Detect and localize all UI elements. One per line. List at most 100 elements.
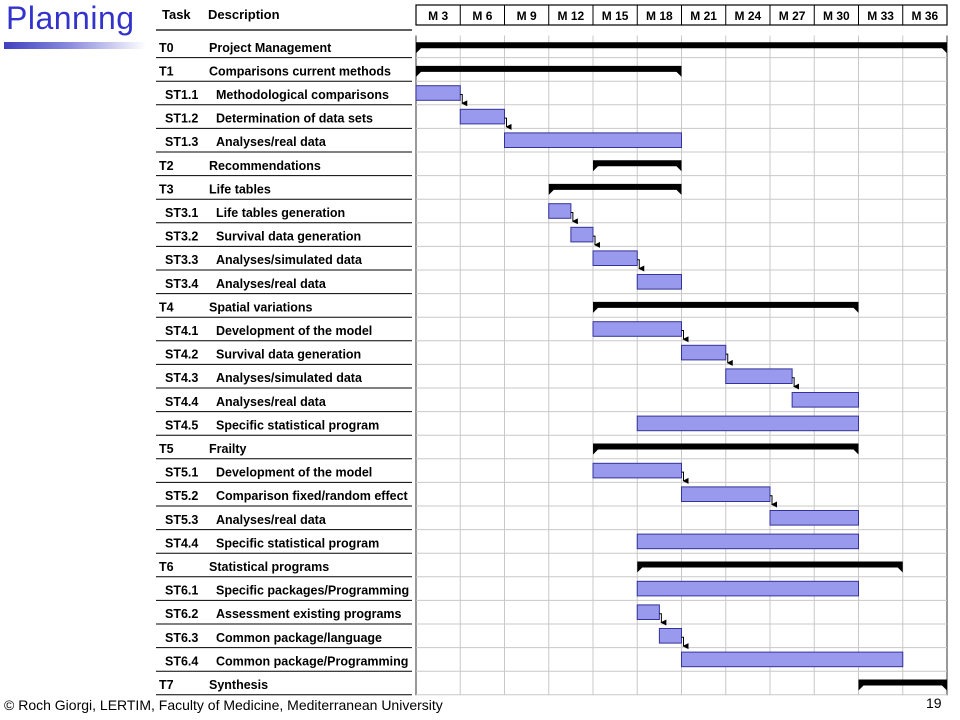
summary-bar — [593, 160, 682, 172]
task-description: Analyses/real data — [216, 277, 327, 291]
column-header-task: Task — [162, 7, 191, 22]
task-bar — [681, 486, 771, 502]
task-id: T4 — [159, 300, 174, 314]
month-label: M 6 — [472, 9, 492, 23]
month-label: M 24 — [735, 9, 762, 23]
task-description: Comparison fixed/random effect — [216, 489, 409, 503]
task-description: Determination of data sets — [216, 112, 373, 126]
task-id: ST6.3 — [165, 631, 198, 645]
task-bar — [636, 415, 859, 432]
task-bar — [548, 203, 572, 219]
task-description: Development of the model — [216, 466, 372, 480]
task-description: Analyses/real data — [216, 395, 327, 409]
dependency-arrow — [659, 613, 667, 626]
dependency-arrow — [504, 117, 512, 130]
task-description: Analyses/simulated data — [216, 371, 363, 385]
summary-bar — [548, 183, 682, 195]
task-id: ST4.4 — [165, 395, 198, 409]
task-id: ST5.3 — [165, 513, 198, 527]
month-label: M 21 — [690, 9, 717, 23]
task-description: Assessment existing programs — [216, 607, 402, 621]
task-bar — [504, 132, 682, 148]
task-id: ST6.4 — [165, 654, 198, 668]
dependency-arrow — [637, 259, 645, 272]
task-description: Recommendations — [209, 159, 321, 173]
task-bar — [681, 651, 904, 668]
task-description: Methodological comparisons — [216, 88, 389, 102]
task-bar — [592, 250, 638, 266]
task-id: ST4.5 — [165, 418, 198, 432]
task-description: Analyses/real data — [216, 513, 327, 527]
title-underline — [4, 42, 146, 49]
task-description: Development of the model — [216, 324, 372, 338]
task-description: Life tables generation — [216, 206, 345, 220]
task-description: Specific statistical program — [216, 536, 379, 550]
task-bar — [592, 321, 682, 337]
task-bar — [592, 462, 682, 479]
dependency-arrow — [725, 353, 733, 366]
task-id: ST5.1 — [165, 466, 198, 480]
task-description: Analyses/real data — [216, 135, 327, 149]
task-id: T5 — [159, 442, 174, 456]
task-id: T7 — [159, 678, 174, 692]
task-id: ST3.2 — [165, 230, 198, 244]
task-bar — [681, 344, 727, 361]
task-bar — [769, 510, 859, 526]
task-id: ST6.1 — [165, 584, 198, 598]
task-description: Survival data generation — [216, 230, 361, 244]
task-bar — [636, 580, 859, 597]
task-description: Frailty — [209, 442, 247, 456]
dependency-arrow — [792, 377, 800, 390]
task-bar — [658, 628, 682, 644]
task-description: Specific statistical program — [216, 418, 379, 432]
dependency-arrow — [593, 235, 600, 248]
task-description: Project Management — [209, 41, 332, 55]
month-label: M 3 — [428, 9, 448, 23]
summary-bar — [858, 679, 947, 691]
summary-bar — [637, 561, 903, 573]
task-id: ST6.2 — [165, 607, 198, 621]
slide-title: Planning — [6, 0, 135, 36]
summary-bar — [416, 65, 682, 77]
task-id: T0 — [159, 41, 174, 55]
month-label: M 18 — [646, 9, 673, 23]
task-description: Survival data generation — [216, 348, 361, 362]
task-description: Life tables — [209, 182, 271, 196]
task-id: T2 — [159, 159, 174, 173]
dependency-arrow — [681, 471, 689, 484]
month-label: M 12 — [558, 9, 585, 23]
summary-bar — [593, 443, 859, 455]
column-header-description: Description — [208, 7, 280, 22]
dependency-arrow — [570, 212, 578, 225]
page-number: 19 — [926, 695, 942, 711]
summary-bar — [416, 42, 947, 54]
task-description: Common package/language — [216, 631, 382, 645]
task-description: Statistical programs — [209, 560, 329, 574]
task-id: ST3.3 — [165, 253, 198, 267]
task-description: Common package/Programming — [216, 654, 408, 668]
task-id: ST4.4 — [165, 536, 198, 550]
task-id: ST1.3 — [165, 135, 198, 149]
task-id: T1 — [159, 64, 174, 78]
footer-credit: © Roch Giorgi, LERTIM, Faculty of Medici… — [4, 697, 443, 713]
task-description: Comparisons current methods — [209, 64, 391, 78]
month-label: M 9 — [517, 9, 537, 23]
task-description: Synthesis — [209, 678, 268, 692]
task-id: ST1.2 — [165, 112, 198, 126]
task-bar — [636, 604, 660, 621]
task-bar — [725, 368, 793, 384]
task-bar — [636, 274, 682, 290]
task-description: Specific packages/Programming — [216, 584, 409, 598]
task-id: ST4.2 — [165, 348, 198, 362]
task-bar — [415, 85, 461, 101]
task-bar — [791, 392, 859, 408]
dependency-arrow — [460, 94, 468, 107]
task-id: T6 — [159, 560, 174, 574]
task-bar — [459, 108, 505, 125]
task-id: ST4.3 — [165, 371, 198, 385]
month-label: M 15 — [602, 9, 629, 23]
task-id: ST5.2 — [165, 489, 198, 503]
dependency-arrow — [681, 330, 689, 343]
month-label: M 27 — [779, 9, 806, 23]
